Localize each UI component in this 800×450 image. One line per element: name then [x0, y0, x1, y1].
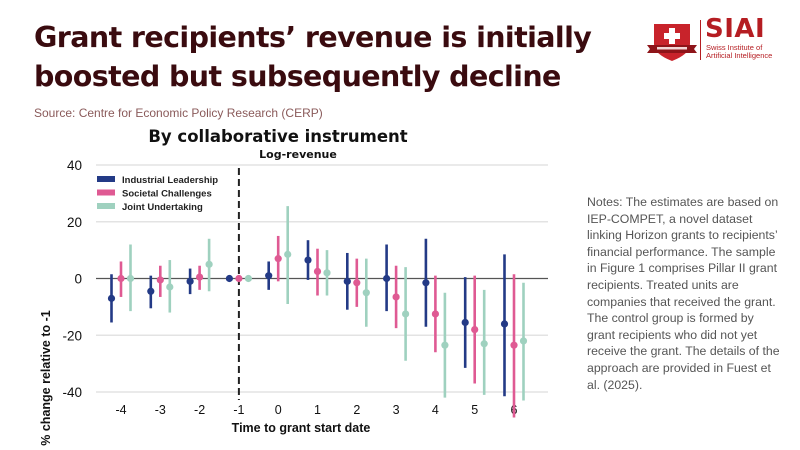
source-note: Source: Centre for Economic Policy Resea…: [34, 106, 323, 120]
legend-swatch: [97, 203, 115, 209]
x-tick-label: 5: [471, 403, 478, 417]
point-estimate: [274, 255, 282, 263]
point-estimate: [402, 310, 410, 318]
siai-logo: SIAI Swiss Institute of Artificial Intel…: [645, 14, 776, 62]
point-estimate: [353, 279, 361, 287]
gridlines: [96, 164, 548, 393]
point-estimate: [156, 276, 164, 284]
point-estimate: [186, 277, 194, 285]
point-estimate: [519, 337, 528, 345]
x-axis-label: Time to grant start date: [232, 421, 371, 435]
point-estimate: [471, 325, 479, 334]
logo-subtitle-line2: Artificial Intelligence: [706, 51, 773, 60]
data-marks: [107, 206, 528, 418]
point-estimate: [480, 340, 488, 348]
x-tick-label: 4: [432, 403, 439, 417]
point-estimate: [225, 274, 233, 283]
point-estimate: [284, 250, 292, 258]
y-axis-label: % change relative to -1: [39, 310, 53, 446]
point-estimate: [441, 341, 449, 349]
x-tick-label: -1: [233, 403, 244, 417]
x-tick-label: -2: [194, 403, 205, 417]
legend-label: Joint Undertaking: [122, 202, 203, 213]
point-estimate: [265, 272, 273, 280]
point-estimate: [196, 273, 204, 281]
y-tick-label: -20: [62, 328, 82, 343]
logo-divider: [700, 20, 701, 60]
point-estimate: [323, 269, 331, 277]
point-estimate: [166, 283, 174, 291]
point-estimate: [117, 274, 125, 283]
headline: Grant recipients’ revenue is initially b…: [34, 21, 592, 93]
point-estimate: [205, 260, 213, 268]
point-estimate: [431, 310, 439, 318]
legend-swatch: [97, 189, 115, 196]
x-tick-label: -4: [115, 403, 126, 417]
point-estimate: [383, 274, 391, 283]
point-estimate: [147, 287, 155, 295]
point-estimate: [126, 274, 135, 283]
shield-icon: [647, 24, 697, 61]
x-tick-label: -3: [155, 403, 166, 417]
y-tick-label: 20: [67, 215, 82, 230]
chart-title: By collaborative instrument: [148, 127, 407, 146]
legend: Industrial Leadership Societal Challenges…: [97, 175, 218, 213]
point-estimate: [235, 274, 243, 283]
legend-label: Societal Challenges: [122, 189, 212, 200]
legend-swatch: [97, 176, 115, 182]
legend-label: Industrial Leadership: [122, 175, 218, 186]
logo-subtitle-line1: Swiss Institute of: [706, 43, 763, 52]
y-tick-labels: -40 -20 0 20 40: [62, 158, 82, 400]
logo-subtitle: Swiss Institute of Artificial Intelligen…: [706, 44, 776, 60]
y-tick-label: -40: [62, 385, 82, 400]
series-joint-undertaking: [126, 206, 528, 401]
event-study-chart: By collaborative instrument Log-revenue …: [39, 127, 548, 446]
point-estimate: [343, 277, 351, 285]
point-estimate: [313, 267, 322, 276]
chart-subtitle: Log-revenue: [259, 148, 337, 161]
x-tick-labels: -4-3-2-10123456: [115, 403, 517, 417]
point-estimate: [392, 293, 400, 301]
point-estimate: [107, 294, 116, 302]
series-societal-challenges: [117, 235, 518, 418]
point-estimate: [500, 320, 509, 328]
x-tick-label: 1: [314, 403, 321, 417]
point-estimate: [244, 274, 252, 283]
series-industrial-leadership: [107, 238, 509, 397]
logo-wordmark: SIAI: [705, 14, 766, 44]
y-tick-label: 0: [74, 272, 82, 287]
x-tick-label: 2: [353, 403, 360, 417]
y-tick-label: 40: [67, 158, 82, 173]
point-estimate: [510, 341, 518, 349]
notes-text: Notes: The estimates are based on IEP-CO…: [587, 195, 780, 392]
x-tick-label: 0: [275, 403, 282, 417]
point-estimate: [461, 318, 469, 327]
point-estimate: [304, 256, 312, 264]
point-estimate: [422, 279, 430, 287]
point-estimate: [362, 289, 370, 297]
x-tick-label: 3: [393, 403, 400, 417]
